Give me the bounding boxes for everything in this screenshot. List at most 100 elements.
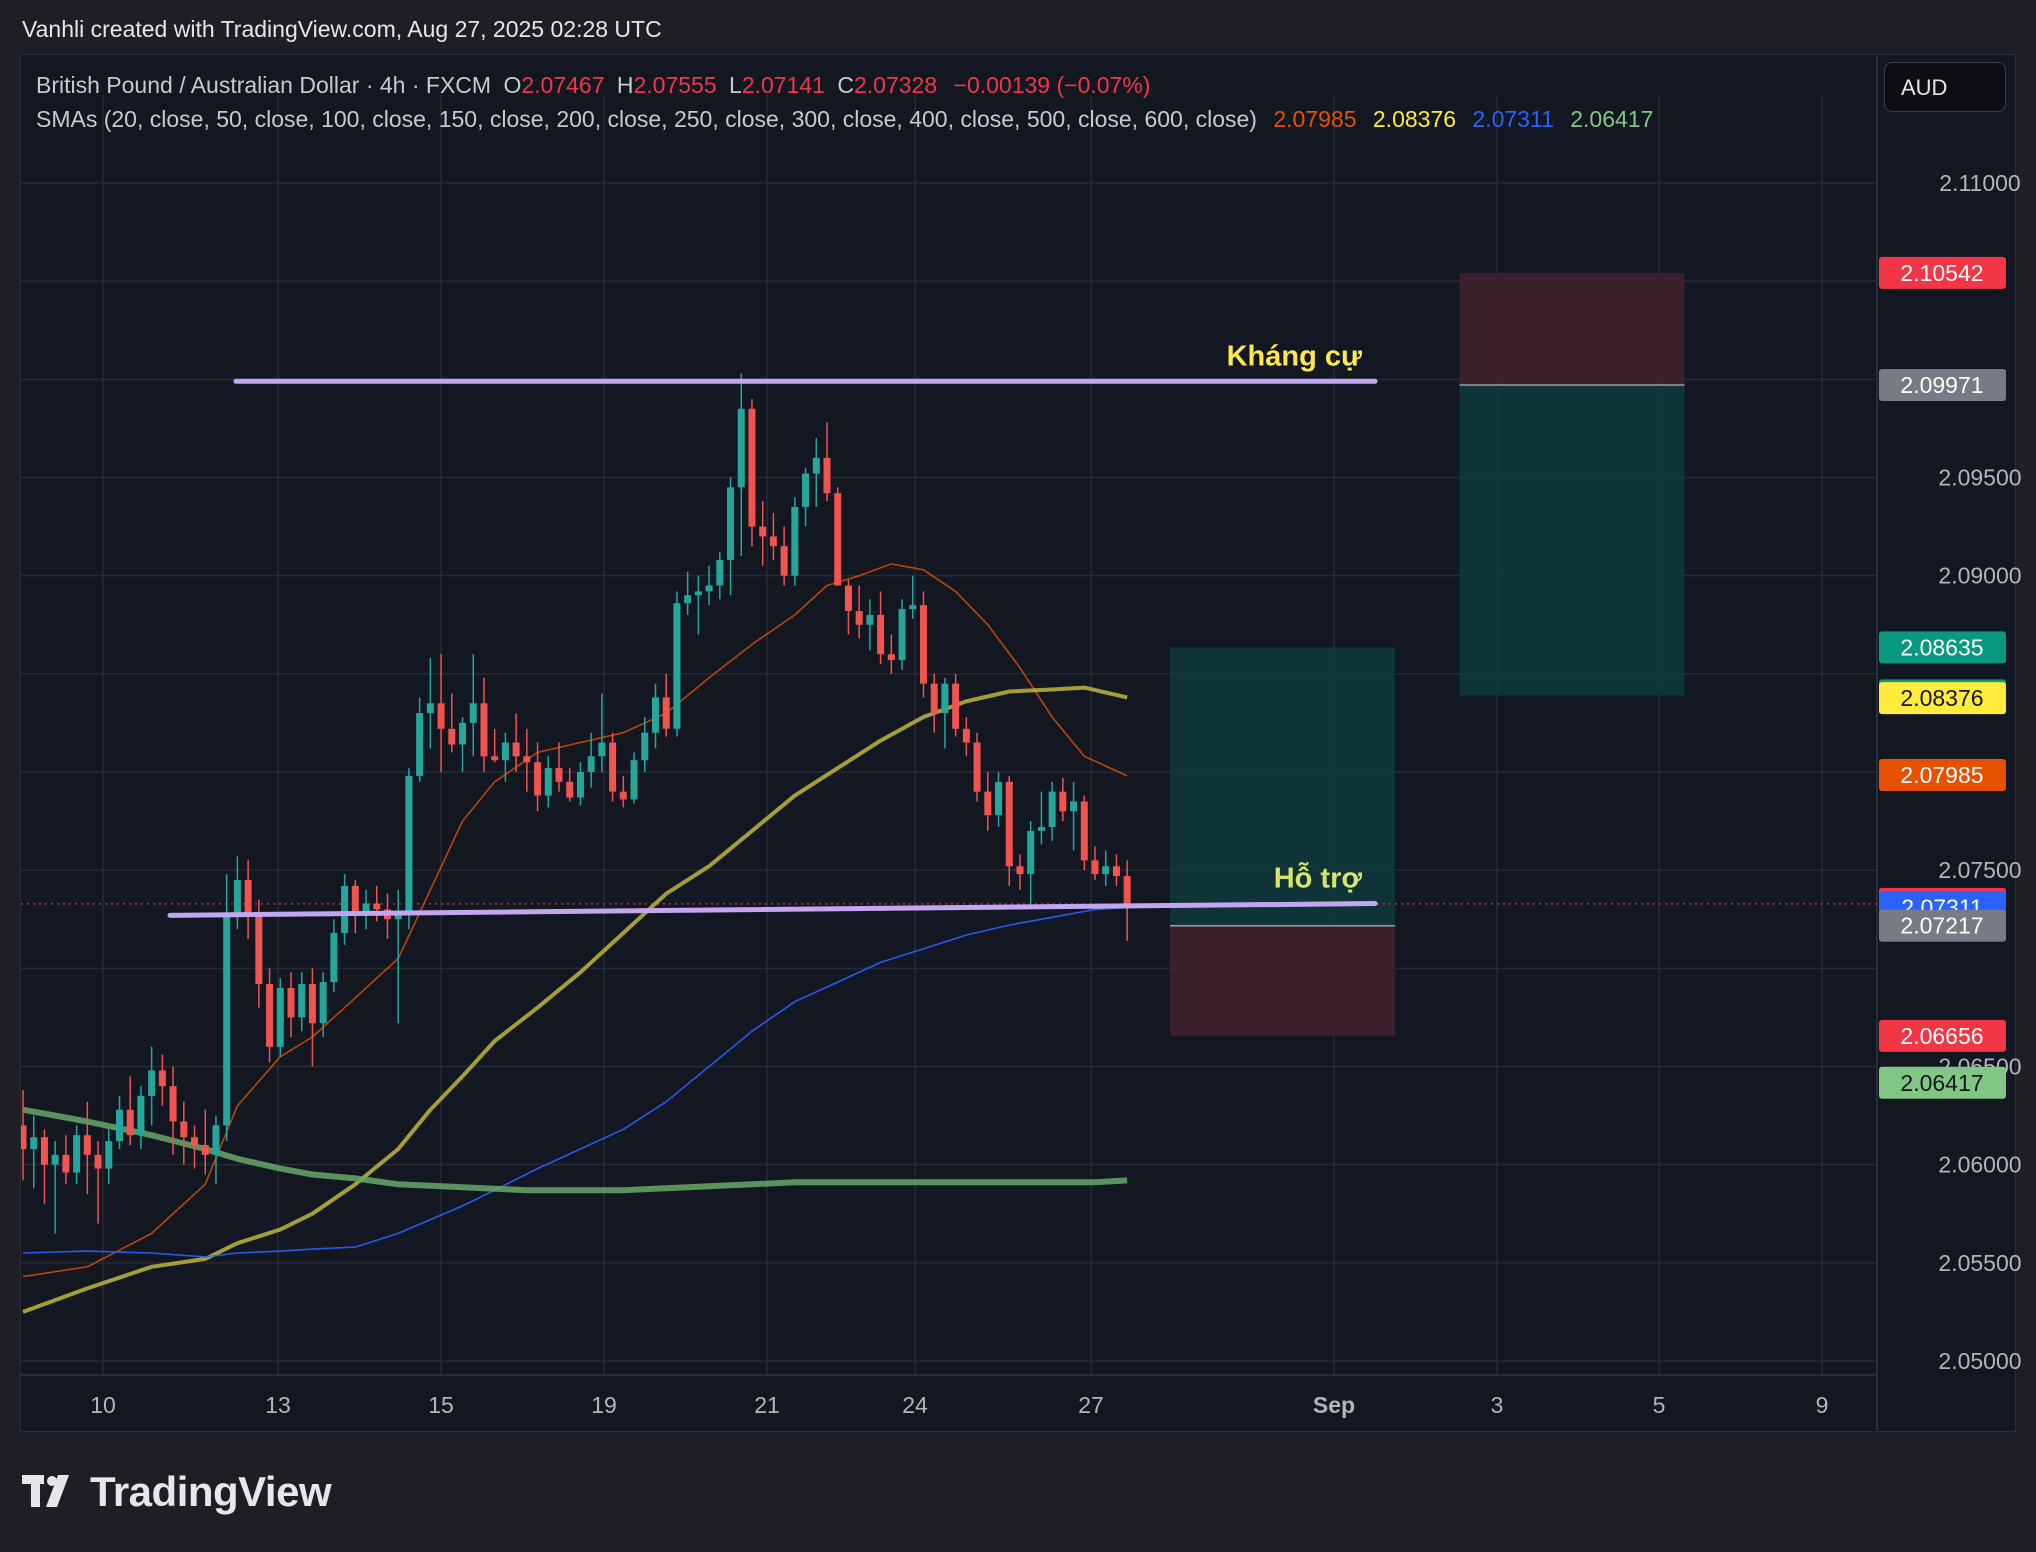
candle-down: [984, 791, 992, 816]
x-tick-label: 27: [1078, 1392, 1104, 1418]
candle-up: [276, 987, 284, 1047]
y-tick-label: 2.09500: [1938, 465, 2021, 491]
candle-down: [437, 703, 445, 729]
price-label-value: 2.09971: [1900, 372, 1983, 398]
price-label-value: 2.06656: [1900, 1023, 1983, 1049]
close-label: C: [837, 72, 854, 98]
open-value: 2.07467: [521, 72, 605, 98]
candle-up: [716, 559, 724, 586]
candle-down: [834, 493, 842, 586]
candle-down: [619, 791, 627, 800]
candle-up: [1102, 866, 1110, 875]
candle-up: [501, 742, 509, 761]
sma-line-1: [22, 563, 1128, 1278]
x-tick-label: 10: [90, 1392, 116, 1418]
currency-selector[interactable]: AUD: [1884, 62, 2006, 112]
high-value: 2.07555: [633, 72, 717, 98]
price-label-value: 2.07985: [1900, 762, 1983, 788]
candle-up: [598, 742, 606, 757]
sma-legend[interactable]: SMAs (20, close, 50, close, 100, close, …: [36, 106, 1653, 133]
tradingview-logo-icon: [22, 1475, 69, 1507]
candle-up: [298, 984, 306, 1018]
candle-up: [73, 1135, 81, 1173]
candle-down: [83, 1135, 91, 1155]
open-label: O: [503, 72, 522, 98]
candle-down: [962, 728, 970, 743]
candle-up: [791, 506, 799, 576]
x-tick-label: 24: [902, 1392, 928, 1418]
candle-down: [523, 756, 531, 763]
candle-down: [952, 683, 960, 729]
candle-down: [748, 408, 756, 527]
x-tick-label: 19: [591, 1392, 617, 1418]
candle-down: [823, 457, 831, 494]
candle-up: [898, 609, 906, 661]
symbol-legend: British Pound / Australian Dollar · 4h ·…: [36, 72, 1150, 99]
y-tick-label: 2.11000: [1939, 170, 2020, 196]
x-tick-label: Sep: [1313, 1392, 1355, 1418]
sma-title: SMAs (20, close, 50, close, 100, close, …: [36, 106, 1257, 132]
price-label-tag: [1879, 631, 2006, 664]
candle-down: [780, 546, 788, 576]
candle-up: [362, 903, 370, 914]
candle-down: [244, 879, 252, 914]
candle-down: [448, 728, 456, 745]
x-tick-label: 3: [1491, 1392, 1504, 1418]
candle-down: [566, 781, 574, 798]
candle-up: [469, 703, 477, 723]
candle-up: [394, 913, 402, 920]
chart-credit: Vanhli created with TradingView.com, Aug…: [22, 16, 662, 42]
candle-down: [491, 756, 499, 761]
candle-down: [255, 913, 263, 985]
price-label-tag: [1879, 256, 2006, 289]
long-position-profit-zone: [1170, 647, 1396, 926]
y-tick-label: 2.09000: [1938, 563, 2021, 589]
price-label-tag: [1879, 758, 2006, 791]
candle-up: [705, 585, 713, 592]
price-label-tag: [1879, 369, 2006, 402]
candle-up: [459, 722, 467, 745]
candle-up: [544, 768, 552, 796]
price-label-value: 2.06417: [1900, 1070, 1983, 1096]
price-label-tag: [1879, 909, 2006, 942]
candle-down: [266, 984, 274, 1047]
candle-down: [201, 1145, 209, 1155]
candle-up: [587, 756, 595, 772]
x-tick-label: 5: [1653, 1392, 1666, 1418]
candle-up: [673, 603, 681, 729]
candle-up: [148, 1070, 156, 1096]
price-label-value: 2.08376: [1900, 685, 1983, 711]
candle-up: [51, 1154, 59, 1165]
candle-up: [694, 591, 702, 596]
y-tick-label: 2.05500: [1938, 1250, 2021, 1276]
price-label-value: 2.10542: [1900, 260, 1983, 286]
support-line: [167, 901, 1378, 918]
candle-up: [941, 683, 949, 714]
candle-up: [727, 487, 735, 560]
candle-down: [759, 526, 767, 537]
candle-down: [609, 742, 617, 792]
y-tick-label: 2.06000: [1938, 1152, 2021, 1178]
candle-down: [308, 984, 316, 1024]
sma-value-1: 2.07985: [1273, 106, 1357, 132]
candle-up: [416, 713, 424, 776]
x-tick-label: 15: [428, 1392, 454, 1418]
candle-down: [534, 762, 542, 796]
price-label-tag: [1879, 1019, 2006, 1052]
y-axis-ticks: 2.110002.095002.090002.075002.065002.060…: [1938, 170, 2021, 1374]
x-tick-label: 13: [265, 1392, 291, 1418]
tradingview-logo: TradingView: [22, 1468, 332, 1516]
low-label: L: [729, 72, 742, 98]
candle-up: [115, 1109, 123, 1142]
candle-up: [330, 932, 338, 983]
candle-down: [94, 1154, 102, 1169]
support-label: Hỗ trợ: [1274, 861, 1363, 895]
short-position-profit-zone: [1459, 385, 1685, 696]
candle-down: [662, 697, 670, 729]
symbol-title: British Pound / Australian Dollar · 4h ·…: [36, 72, 492, 98]
plot-area: Kháng cự Hỗ trợ: [21, 272, 1877, 1314]
candle-up: [1048, 791, 1056, 827]
candle-up: [30, 1137, 38, 1149]
candle-up: [1070, 801, 1078, 812]
